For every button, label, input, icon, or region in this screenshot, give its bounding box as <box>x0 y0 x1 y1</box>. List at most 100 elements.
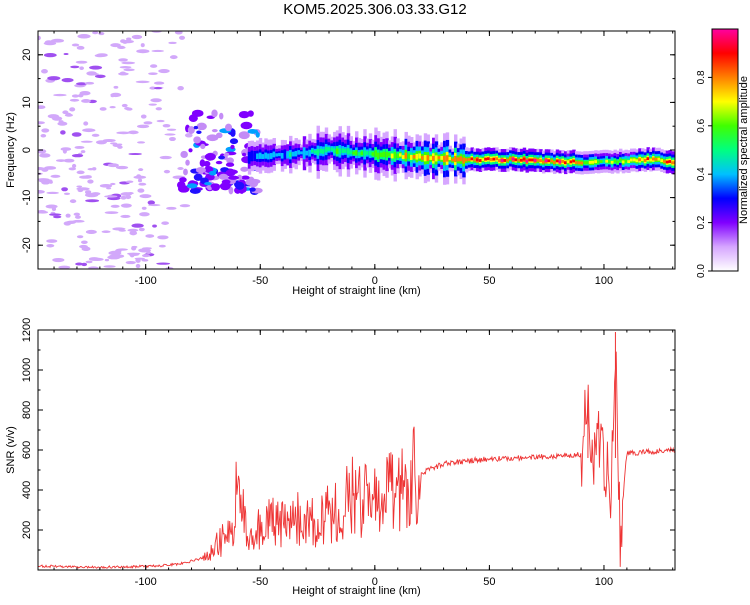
y-tick-label: 400 <box>21 481 33 499</box>
ridge-segment <box>253 153 257 159</box>
noise-blob <box>69 107 76 112</box>
transition-blob <box>193 173 203 181</box>
ridge-segment <box>495 157 499 161</box>
ridge-segment <box>261 154 265 160</box>
ridge-segment <box>448 156 452 161</box>
noise-blob <box>90 73 99 76</box>
noise-blob <box>95 140 107 145</box>
noise-blob <box>131 34 143 40</box>
noise-blob <box>120 214 131 218</box>
ridge-segment <box>363 150 367 157</box>
noise-blob <box>79 66 84 71</box>
noise-blob <box>75 262 84 266</box>
ridge-segment <box>415 153 419 160</box>
transition-blob <box>225 169 238 175</box>
noise-blob <box>137 188 145 193</box>
transition-blob <box>228 186 234 195</box>
ridge-segment <box>286 152 290 157</box>
y-tick-label: 0 <box>21 147 33 153</box>
noise-blob <box>63 192 71 196</box>
ridge-segment <box>467 158 472 161</box>
noise-blob <box>137 178 143 183</box>
ridge-segment <box>300 151 304 155</box>
transition-blob <box>249 187 256 192</box>
ridge-segment <box>294 150 298 157</box>
x-tick-label: -50 <box>252 275 268 287</box>
noise-blob <box>136 174 142 179</box>
noise-blob <box>126 37 132 41</box>
noise-blob <box>39 153 51 158</box>
ridge-segment <box>635 159 639 163</box>
noise-blob <box>63 53 69 56</box>
ridge-segment <box>542 160 546 164</box>
transition-blob <box>219 112 224 120</box>
noise-blob <box>135 80 150 84</box>
y-tick-label: 1000 <box>21 358 33 382</box>
ridge-segment <box>671 161 675 165</box>
ridge-segment <box>280 153 285 159</box>
transition-blob <box>247 110 254 117</box>
transition-blob <box>211 128 218 133</box>
ridge-segment <box>349 150 353 155</box>
noise-blob <box>46 239 58 243</box>
ridge-segment <box>583 161 587 165</box>
noise-blob <box>153 81 165 85</box>
ridge-segment <box>544 159 549 163</box>
noise-blob <box>38 189 45 194</box>
noise-blob <box>166 128 177 131</box>
ridge-segment <box>547 159 551 163</box>
colorbar-tick-label: 0.2 <box>696 215 707 229</box>
ridge-segment <box>646 157 650 161</box>
ridge-segment <box>311 149 315 153</box>
ridge-segment <box>459 156 463 162</box>
noise-blob <box>174 31 183 35</box>
noise-blob <box>82 128 96 133</box>
noise-blob <box>123 68 135 72</box>
noise-blob <box>83 121 89 126</box>
transition-blob <box>208 170 217 176</box>
transition-blob <box>247 129 259 134</box>
ridge-segment <box>511 157 516 161</box>
noise-blob <box>139 194 152 199</box>
transition-blob <box>180 150 188 159</box>
transition-blob <box>228 175 240 180</box>
ridge-segment <box>393 152 397 159</box>
ridge-segment <box>308 149 312 157</box>
y-tick-label: -10 <box>21 190 33 206</box>
ridge-segment <box>445 155 450 162</box>
ridge-segment <box>278 152 282 157</box>
noise-blob <box>71 219 85 223</box>
ridge-segment <box>470 157 474 161</box>
y-tick-label: 200 <box>21 521 33 539</box>
noise-blob <box>138 227 145 232</box>
ridge-segment <box>473 158 477 162</box>
noise-blob <box>81 262 88 267</box>
colorbar-tick-label: 0.0 <box>696 264 707 278</box>
ridge-segment <box>344 148 348 153</box>
ridge-segment <box>360 151 364 155</box>
ridge-segment <box>388 152 392 157</box>
noise-blob <box>118 229 127 232</box>
noise-blob <box>92 167 97 171</box>
ridge-segment <box>572 159 576 163</box>
noise-blob <box>71 43 80 47</box>
noise-blob <box>98 31 105 36</box>
ridge-segment <box>451 158 455 162</box>
ridge-segment <box>514 158 518 162</box>
noise-blob <box>125 180 134 184</box>
noise-blob <box>166 206 177 210</box>
noise-blob <box>115 165 129 170</box>
x-tick-label: 50 <box>483 275 495 287</box>
noise-blob <box>104 195 118 198</box>
noise-blob <box>139 249 146 252</box>
ridge-segment <box>492 157 496 161</box>
ridge-segment <box>597 160 601 164</box>
ridge-segment <box>366 151 370 155</box>
colorbar-tick-label: 0.8 <box>696 70 707 84</box>
transition-blob <box>226 157 234 164</box>
ridge-segment <box>432 155 436 162</box>
noise-blob <box>50 38 65 43</box>
ridge-segment <box>272 151 276 158</box>
noise-blob <box>61 77 74 83</box>
